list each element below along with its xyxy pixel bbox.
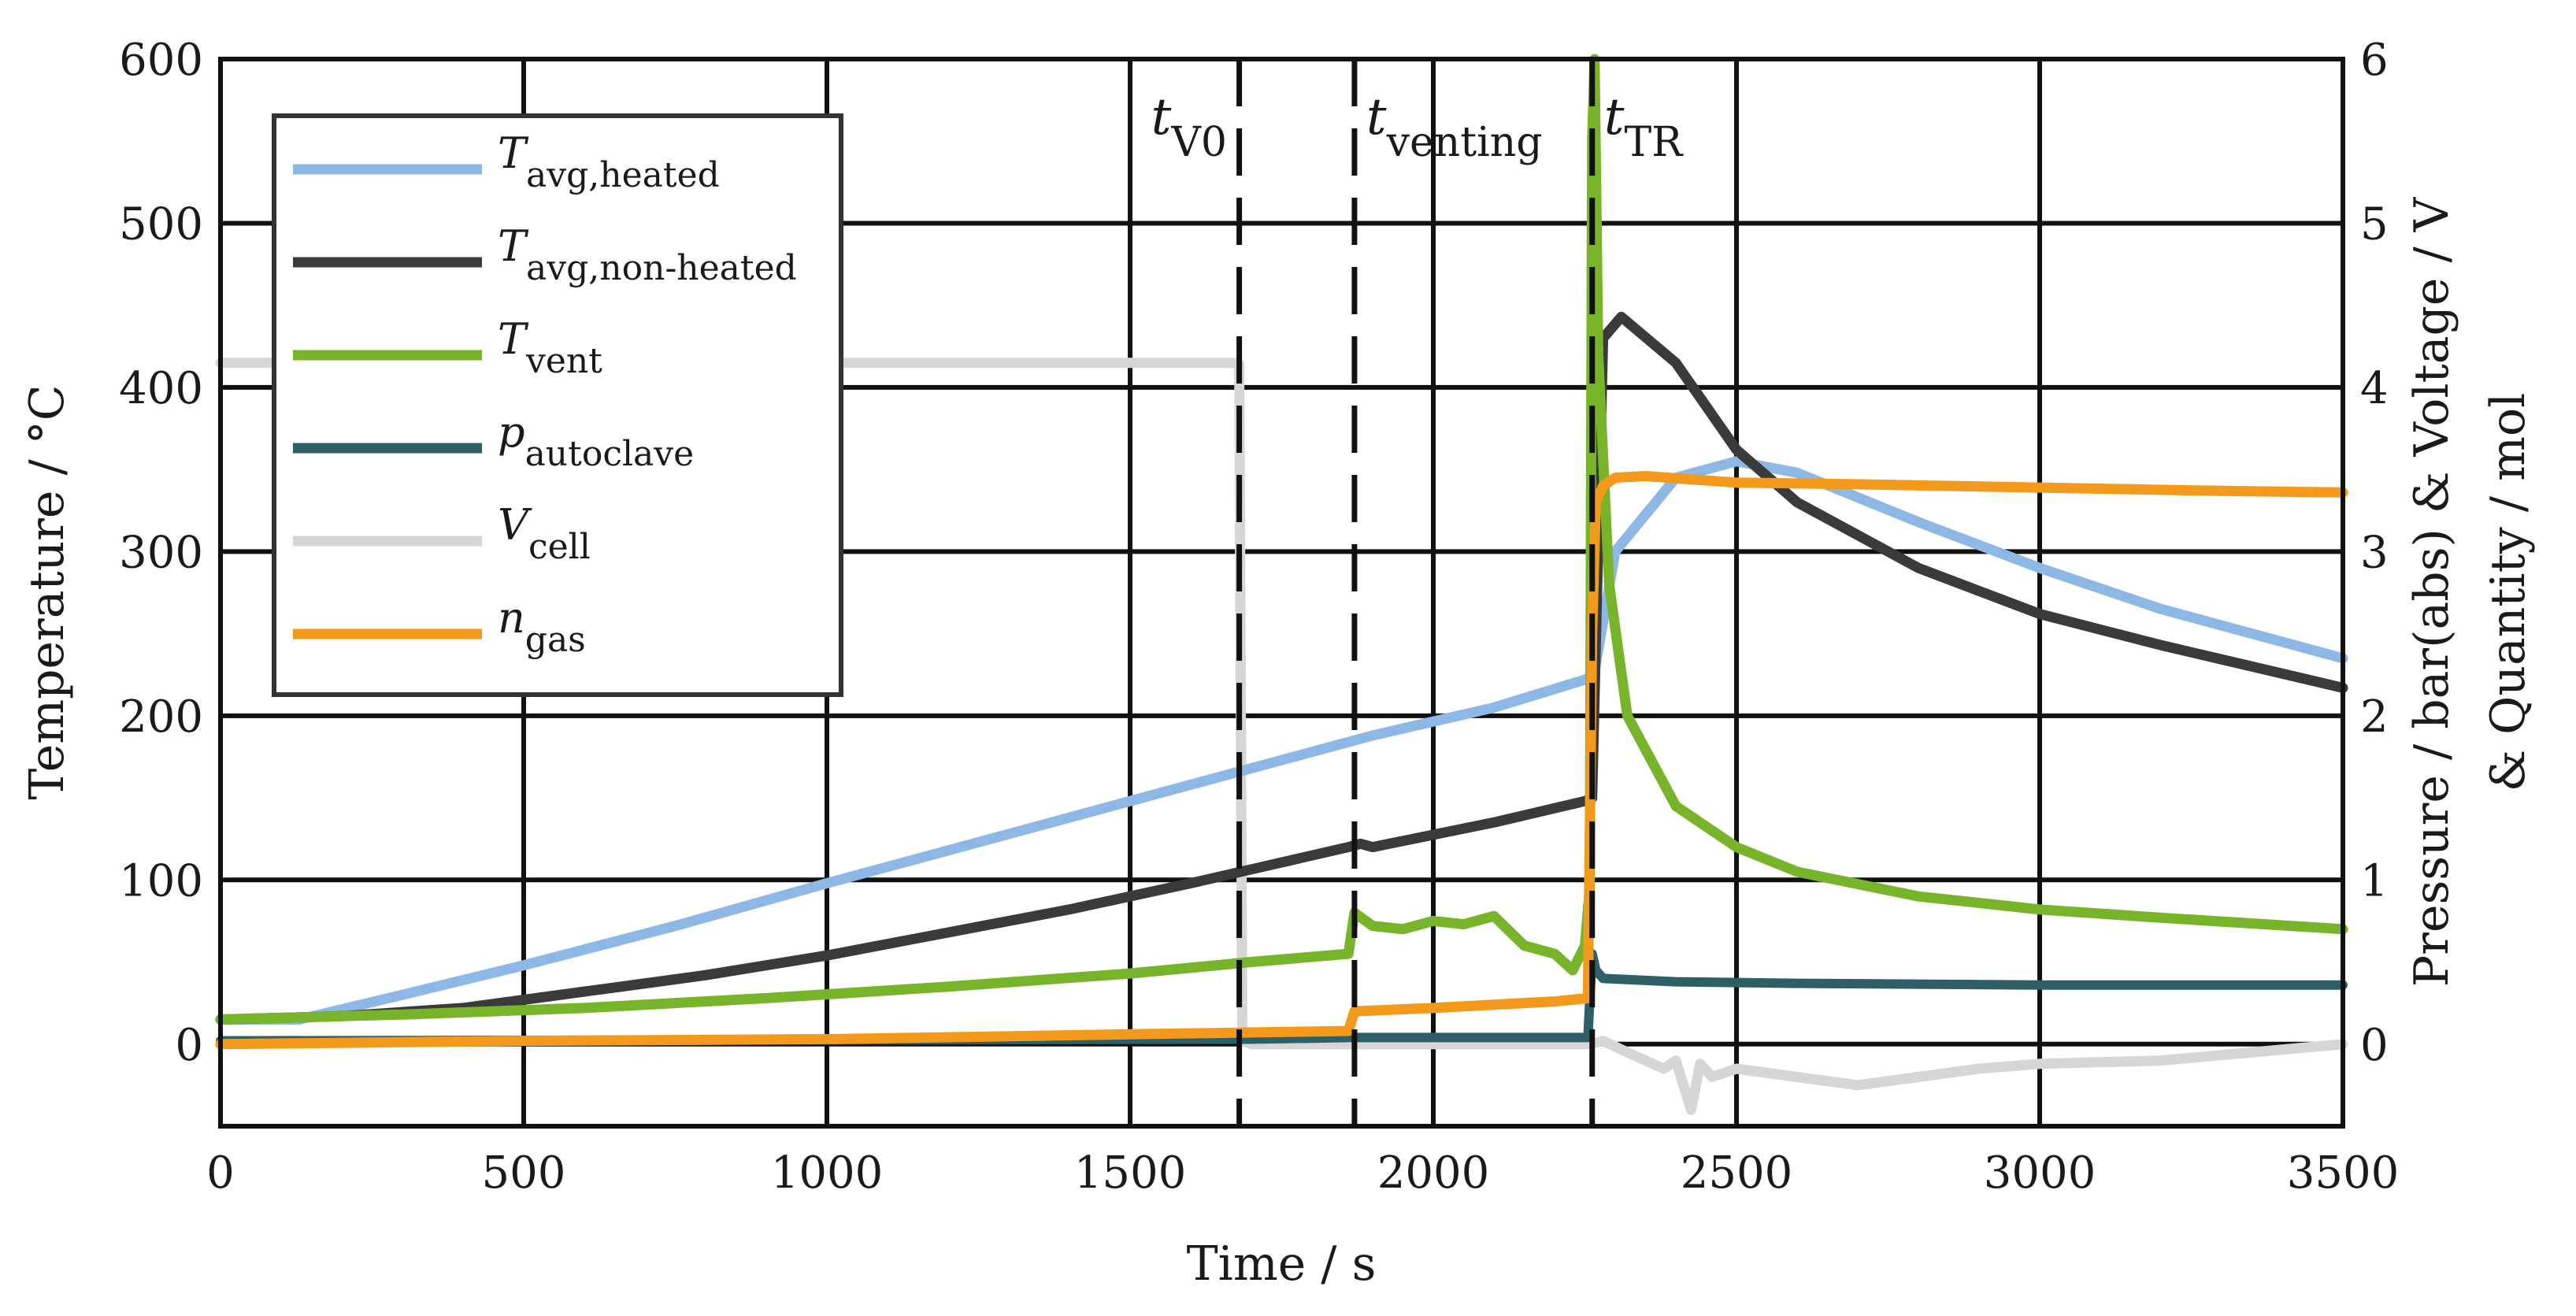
y-right-tick-label: 0 bbox=[2360, 1020, 2389, 1071]
x-tick-label: 0 bbox=[206, 1147, 235, 1199]
y-left-tick-label: 300 bbox=[119, 527, 203, 578]
x-tick-label: 500 bbox=[482, 1147, 566, 1199]
y-right-tick-label: 6 bbox=[2360, 35, 2389, 86]
y-right-tick-label: 4 bbox=[2360, 363, 2389, 414]
plot-frame bbox=[218, 57, 2345, 1129]
legend-label: ngas bbox=[498, 593, 586, 660]
series-line-t-avg-nonheated bbox=[215, 311, 2348, 1025]
y-left-tick-label: 0 bbox=[175, 1020, 203, 1071]
x-axis-label: Time / s bbox=[1187, 1236, 1377, 1292]
legend-label: pautoclave bbox=[498, 407, 694, 474]
y-right-tick-label: 2 bbox=[2360, 691, 2389, 743]
legend-label: Tavg,non-heated bbox=[498, 221, 797, 288]
event-markers: tV0 tventing tTR bbox=[1151, 59, 1684, 1126]
legend-label: Tvent bbox=[498, 314, 602, 381]
y-right-tick-label: 3 bbox=[2360, 527, 2389, 578]
y-left-tick-label: 400 bbox=[119, 363, 203, 414]
legend-box bbox=[272, 113, 843, 697]
y-right-tick-label: 1 bbox=[2360, 855, 2389, 906]
legend-label: Tavg,heated bbox=[498, 128, 720, 195]
x-tick-label: 2000 bbox=[1377, 1147, 1490, 1199]
tick-labels: 0 500 1000 1500 2000 2500 3000 3500010020030040… bbox=[119, 35, 2399, 1199]
legend: Tavg,heated Tavg,non-heated Tvent pautoclav… bbox=[272, 113, 843, 697]
y-left-tick-label: 100 bbox=[119, 855, 203, 906]
x-tick-label: 2500 bbox=[1681, 1147, 1793, 1199]
legend-label: Vcell bbox=[498, 500, 591, 567]
x-tick-label: 3500 bbox=[2287, 1147, 2400, 1199]
y-left-tick-label: 200 bbox=[119, 691, 203, 743]
series-line-t-vent bbox=[215, 54, 2348, 1025]
left-y-axis-label: Temperature / °C bbox=[20, 384, 75, 799]
right-y-axis-label-line2: & Quantity / mol bbox=[2481, 393, 2536, 792]
x-tick-label: 3000 bbox=[1984, 1147, 2096, 1199]
y-right-tick-label: 5 bbox=[2360, 198, 2389, 250]
event-marker-label: tventing bbox=[1366, 88, 1543, 166]
event-marker-label: tV0 bbox=[1151, 88, 1227, 166]
x-tick-label: 1000 bbox=[771, 1147, 884, 1199]
y-left-tick-label: 600 bbox=[119, 35, 203, 86]
y-left-tick-label: 500 bbox=[119, 198, 203, 250]
event-marker-label: tTR bbox=[1604, 88, 1684, 166]
series-line-t-avg-heated bbox=[215, 456, 2348, 1025]
x-tick-label: 1500 bbox=[1074, 1147, 1187, 1199]
right-y-axis-label-line1: Pressure / bar(abs) & Voltage / V bbox=[2404, 196, 2459, 987]
